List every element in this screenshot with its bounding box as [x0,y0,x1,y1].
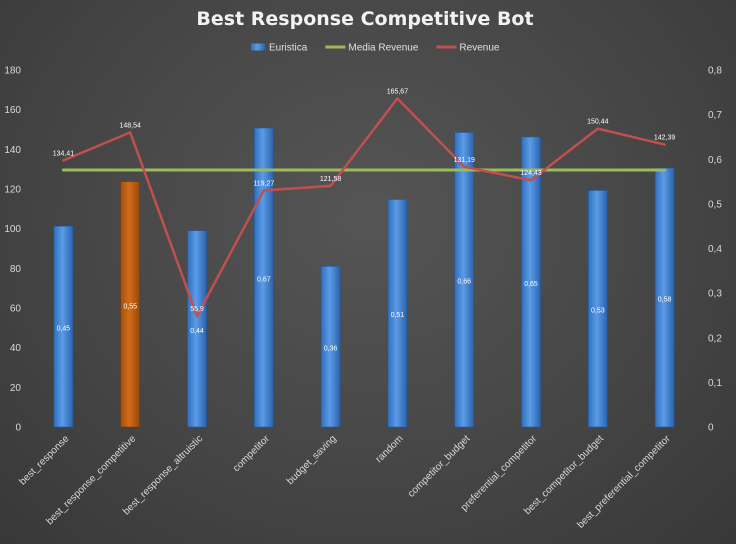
secondary-y-tick-label: 0,1 [708,378,722,389]
secondary-y-tick-label: 0 [708,423,714,434]
bar-value-label: 0,67 [257,277,271,284]
revenue-value-label: 150,44 [587,119,609,126]
revenue-value-label: 148,54 [119,122,141,129]
category-label: preferential_competitor [459,433,540,514]
revenue-value-label: 142,39 [654,135,676,142]
bar-budget_saving [320,266,341,428]
bar-value-label: 0,45 [57,326,71,333]
line-series [61,97,667,318]
revenue-line [62,97,666,318]
bar-preferential_competitor [521,136,541,428]
category-axis: best_responsebest_response_competitivebe… [17,433,673,531]
revenue-value-label: 165,67 [387,88,409,95]
legend-label: Revenue [459,43,499,54]
legend-swatch-euristica [251,43,265,51]
revenue-value-label: 131,19 [453,157,475,164]
bar-competitor [254,127,274,428]
bar-value-label: 0,55 [123,303,137,310]
bar-value-label: 0,53 [591,308,605,315]
secondary-y-tick-label: 0,2 [708,333,722,344]
primary-y-tick-label: 0 [15,423,21,434]
revenue-value-label: 134,41 [53,150,75,157]
primary-y-tick-label: 60 [10,304,22,315]
secondary-y-tick-label: 0,5 [708,199,722,210]
primary-y-tick-label: 80 [10,264,22,275]
bar-best_response_altruistic [187,230,207,428]
bar-best_competitor_budget [587,190,608,428]
bar-best_response [53,225,74,428]
primary-y-tick-label: 160 [4,105,21,116]
legend: Euristica Media Revenue Revenue [251,43,500,54]
bar-value-label: 0,44 [190,328,204,335]
primary-y-tick-label: 180 [4,66,21,77]
primary-y-tick-label: 120 [4,185,21,196]
bar-value-label: 0,65 [524,281,538,288]
category-label: budget_saving [285,433,339,487]
primary-y-tick-label: 40 [10,343,22,354]
secondary-y-tick-label: 0,7 [708,110,722,121]
primary-y-tick-label: 20 [10,383,22,394]
secondary-y-tick-label: 0,8 [708,66,722,77]
primary-y-axis: 0 20 40 60 80 100 120 140 160 180 [4,66,21,434]
data-labels: 0,45 0,55 0,44 0,67 0,36 0,51 0,66 0,65 0,53 0,58… [53,88,676,352]
revenue-value-label: 124,43 [520,170,542,177]
bar-value-label: 0,66 [457,279,471,286]
category-label: competitor_budget [406,433,473,500]
category-label: random [374,433,406,465]
primary-y-tick-label: 140 [4,145,21,156]
revenue-value-label: 119,27 [253,180,274,187]
legend-label: Euristica [269,43,308,54]
bar-value-label: 0,36 [324,346,338,353]
bar-value-label: 0,51 [391,312,405,319]
revenue-value-label: 55,9 [190,306,204,313]
secondary-y-tick-label: 0,6 [708,155,722,166]
chart-title: Best Response Competitive Bot [196,8,533,30]
secondary-y-axis: 0 0,1 0,2 0,3 0,4 0,5 0,6 0,7 0,8 [708,66,722,434]
secondary-y-tick-label: 0,3 [708,289,722,300]
bar-competitor_budget [454,132,475,428]
bar-value-label: 0,58 [658,297,672,304]
bar-best_response_competitive [120,181,140,428]
revenue-value-label: 121,58 [320,176,342,183]
primary-y-tick-label: 100 [4,224,21,235]
legend-label: Media Revenue [348,43,418,54]
bar-random [387,199,408,428]
category-label: best_response [17,433,71,487]
bar-series [53,127,675,428]
bar-best_preferential_competitor [654,167,675,428]
category-label: competitor [231,433,272,474]
secondary-y-tick-label: 0,4 [708,244,722,255]
category-label: best_response_altruistic [121,433,205,517]
